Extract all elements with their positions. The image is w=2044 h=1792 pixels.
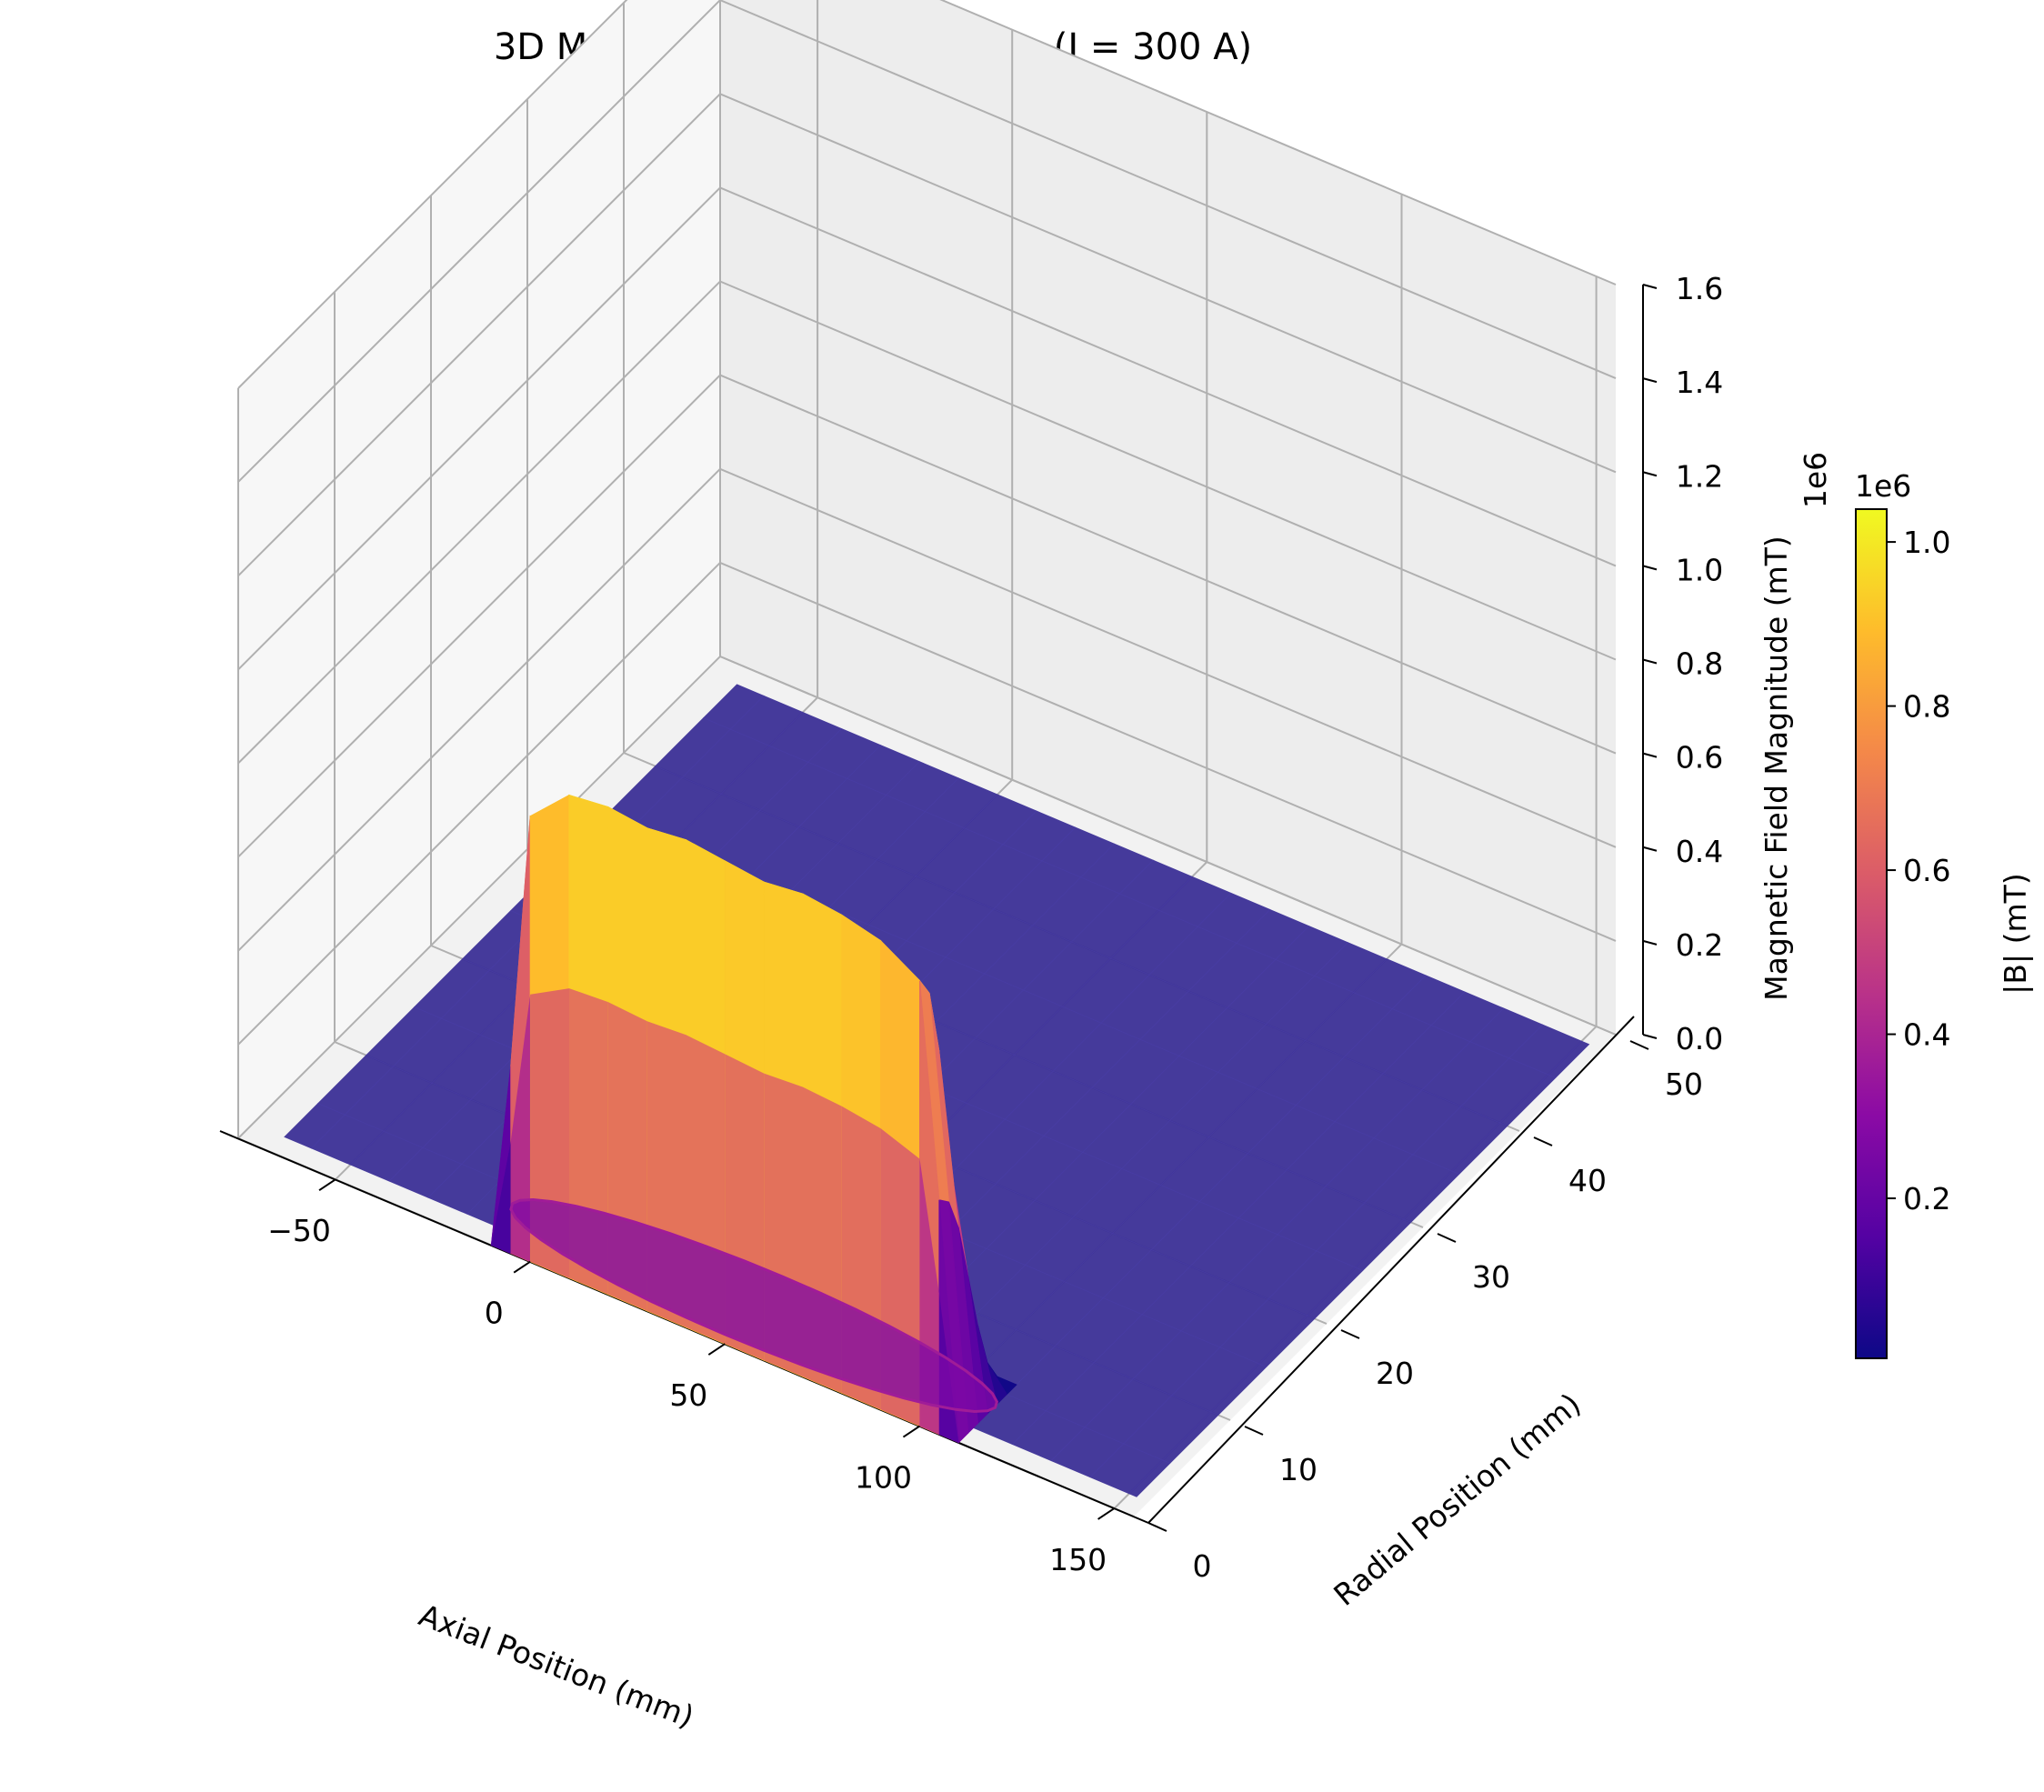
y-tick-label: 20	[1376, 1356, 1414, 1391]
y-tick-label: 30	[1472, 1259, 1510, 1295]
z-tick-label: 0.0	[1676, 1021, 1723, 1056]
x-tick-label: 0	[485, 1296, 504, 1331]
x-tick-label: 100	[855, 1460, 912, 1496]
x-tick-label: −50	[267, 1213, 331, 1248]
colorbar-offset-text: 1e6	[1855, 468, 1911, 504]
z-tick-label: 0.8	[1676, 646, 1723, 682]
x-tick-label: 150	[1049, 1542, 1107, 1577]
x-tick-label: 50	[669, 1377, 707, 1413]
z-axis-offset-text: 1e6	[1798, 452, 1833, 508]
y-tick-label: 10	[1279, 1452, 1318, 1487]
z-tick-label: 1.0	[1676, 552, 1723, 587]
colorbar-gradient	[1856, 509, 1887, 1358]
colorbar-tick-label: 0.4	[1903, 1017, 1950, 1053]
z-tick-label: 0.2	[1676, 927, 1723, 963]
z-tick-label: 1.4	[1676, 365, 1723, 400]
y-tick-label: 50	[1665, 1066, 1703, 1102]
colorbar-tick-label: 0.6	[1903, 853, 1950, 888]
colorbar-tick-label: 1.0	[1903, 525, 1950, 560]
z-tick-label: 0.6	[1676, 740, 1723, 776]
colorbar-label: |B| (mT)	[1998, 873, 2033, 994]
z-tick-label: 1.6	[1676, 271, 1723, 306]
y-tick-label: 40	[1568, 1163, 1607, 1198]
y-tick-label: 0	[1193, 1548, 1212, 1584]
colorbar-tick-label: 0.2	[1903, 1181, 1950, 1216]
z-axis-label: Magnetic Field Magnitude (mT)	[1758, 536, 1794, 1001]
z-tick-label: 0.4	[1676, 834, 1723, 869]
colorbar-tick-label: 0.8	[1903, 689, 1950, 725]
z-tick-label: 1.2	[1676, 458, 1723, 494]
